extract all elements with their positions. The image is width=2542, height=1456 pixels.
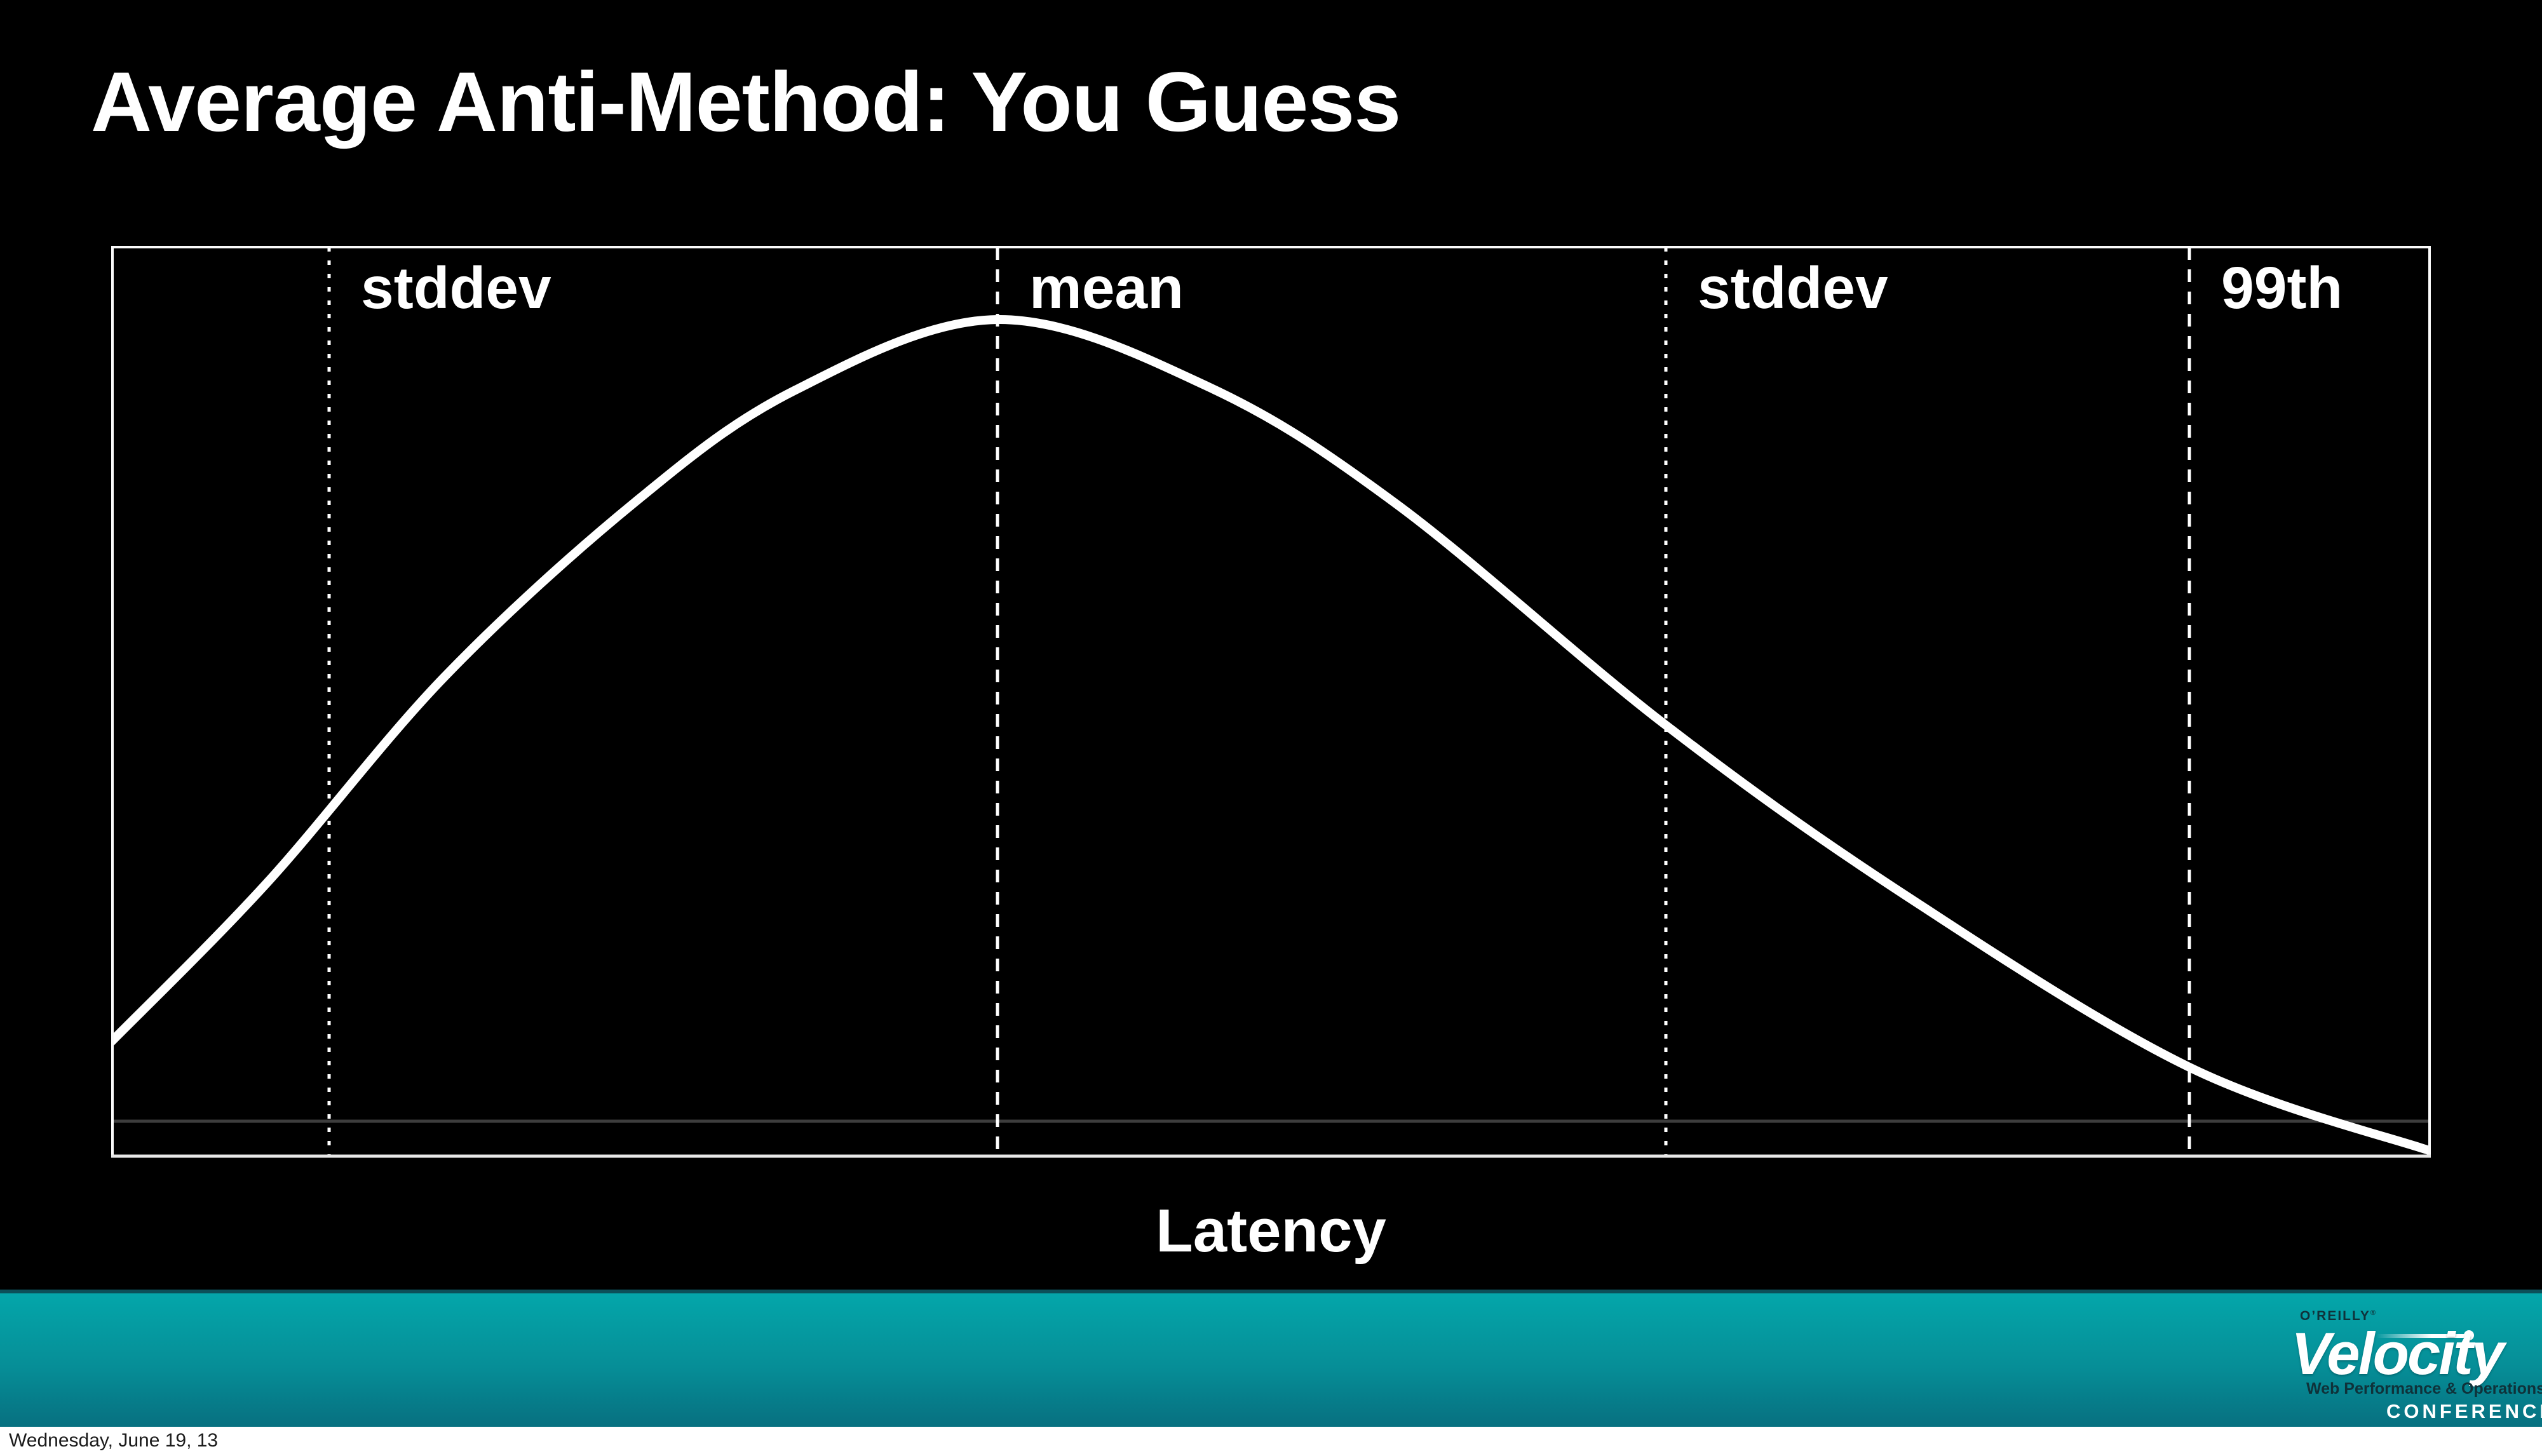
marker-label-mean: mean [1029, 255, 1184, 321]
velocity-streak-icon [2376, 1334, 2468, 1338]
velocity-logo: Velocity [2291, 1320, 2505, 1387]
slide-title: Average Anti-Method: You Guess [91, 55, 1401, 149]
x-axis-label: Latency [1156, 1197, 1386, 1265]
registered-mark: ® [2370, 1309, 2377, 1317]
velocity-streak-dot-icon [2464, 1330, 2474, 1340]
marker-label-stddev: stddev [361, 255, 551, 321]
marker-label-99th: 99th [2221, 255, 2343, 321]
slide-date: Wednesday, June 19, 13 [9, 1430, 219, 1451]
status-strip: Wednesday, June 19, 13 [0, 1427, 2542, 1456]
marker-label-stddev: stddev [1698, 255, 1888, 321]
footer-conference-label: CONFERENCE [2386, 1400, 2542, 1422]
distribution-curve [111, 314, 2431, 1156]
footer-bar: O’REILLY® Velocity Web Performance & Ope… [0, 1290, 2542, 1427]
footer-tagline: Web Performance & Operations [2306, 1380, 2542, 1398]
oreilly-brand-text: O’REILLY [2300, 1309, 2370, 1323]
oreilly-logo: O’REILLY® [2300, 1309, 2377, 1324]
